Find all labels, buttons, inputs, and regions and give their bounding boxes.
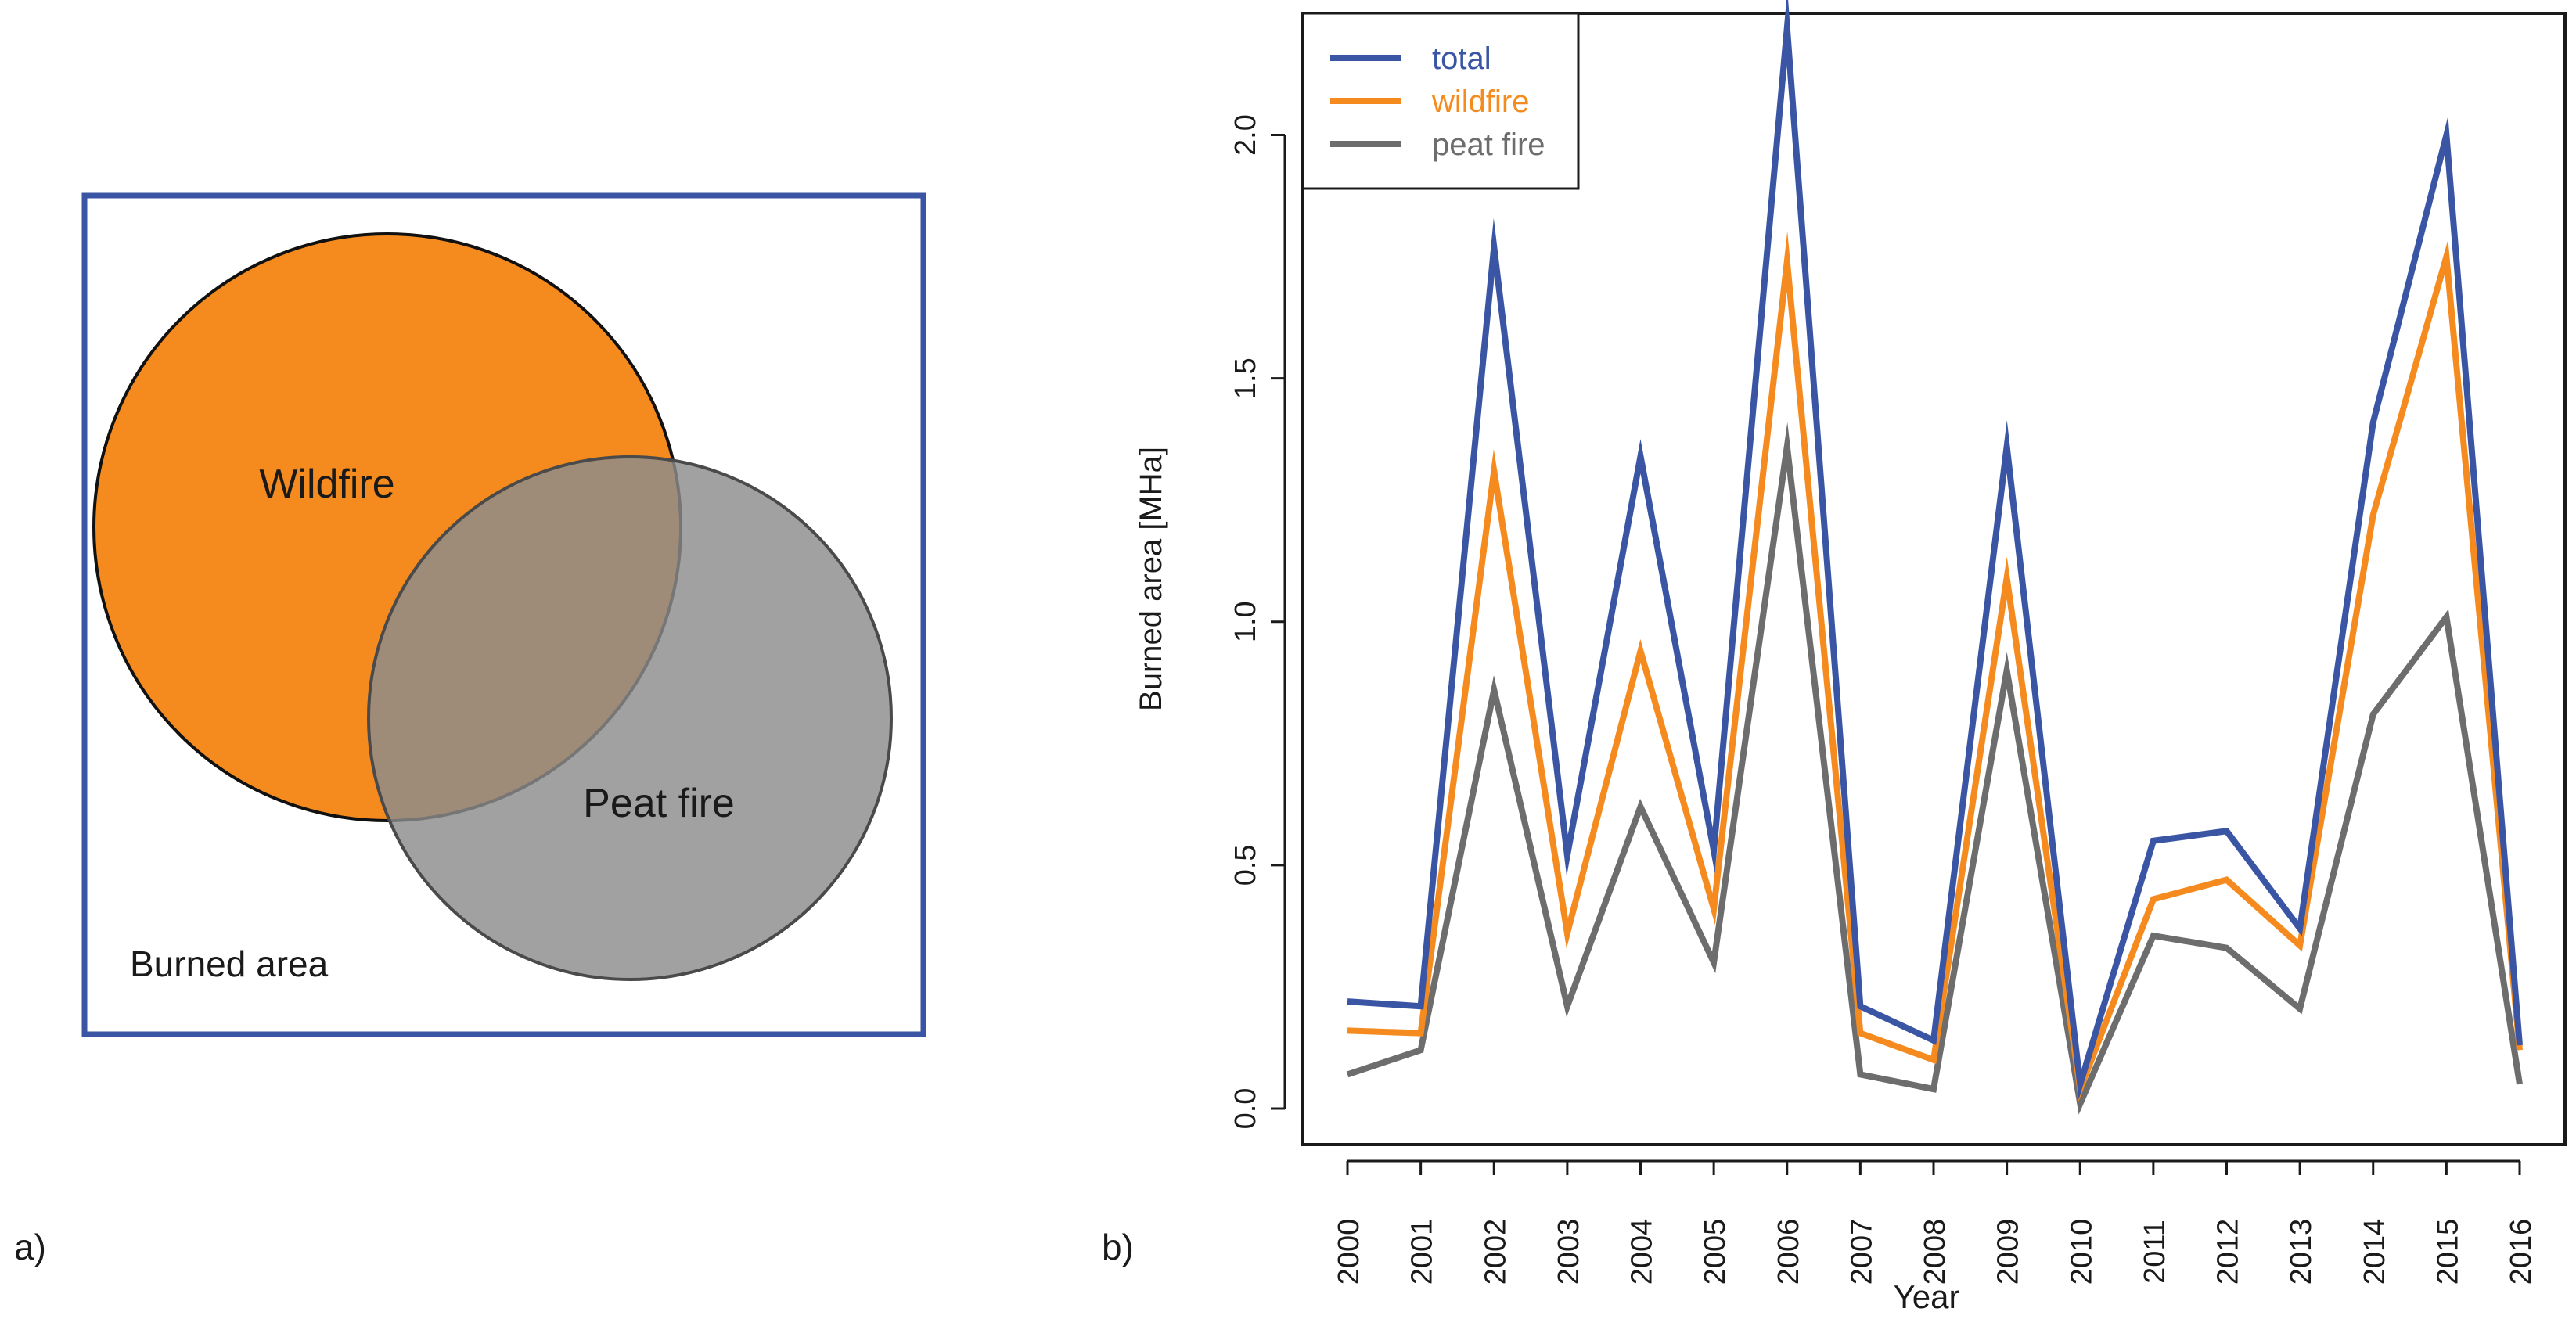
peat-fire-circle <box>367 455 893 981</box>
x-axis-label: Year <box>1894 1278 1960 1315</box>
x-tick-label: 2003 <box>1552 1219 1585 1285</box>
panel-b-label: b) <box>1102 1227 1134 1267</box>
x-axis: 2000 2001 2002 2003 2004 2005 2006 2007 2008 2009… <box>1333 1159 2538 1285</box>
y-tick-label: 1.5 <box>1229 358 1262 399</box>
legend-label: wildfire <box>1431 84 1529 119</box>
y-tick-label: 0.0 <box>1229 1088 1262 1130</box>
x-tick-label: 2001 <box>1406 1219 1439 1285</box>
series-line-total <box>1347 0 2523 1100</box>
x-tick-label: 2010 <box>2065 1219 2098 1285</box>
legend: total wildfire peat fire <box>1301 12 1580 190</box>
y-tick-label: 1.0 <box>1229 601 1262 642</box>
x-tick-label: 2014 <box>2358 1219 2391 1285</box>
panel-b: b) 0.00.51.01.52.0 2000 2001 2002 2003 2004 2… <box>1102 0 2567 1315</box>
x-tick-label: 2012 <box>2212 1219 2245 1285</box>
x-tick-label: 2004 <box>1626 1219 1659 1285</box>
burned-area-box <box>81 192 926 1037</box>
panel-a: Wildfire Peat fire Burned area a) <box>14 192 926 1267</box>
legend-label: total <box>1432 41 1491 76</box>
series-layer <box>1346 0 2523 1115</box>
x-tick-label: 2013 <box>2285 1219 2318 1285</box>
x-tick-label: 2007 <box>1845 1219 1878 1285</box>
x-tick-label: 2000 <box>1333 1219 1365 1285</box>
series-line-wildfire <box>1347 231 2523 1102</box>
x-tick-label: 2006 <box>1772 1219 1805 1285</box>
x-tick-label: 2016 <box>2505 1219 2538 1285</box>
x-tick-label: 2015 <box>2431 1219 2464 1285</box>
legend-label: peat fire <box>1432 128 1545 162</box>
plot-frame <box>1301 12 2567 1146</box>
x-tick-label: 2009 <box>1992 1219 2025 1285</box>
peat-fire-label: Peat fire <box>583 781 735 826</box>
burned-area-label: Burned area <box>130 943 329 984</box>
x-tick-label: 2011 <box>2139 1220 2171 1284</box>
x-tick-label: 2008 <box>1919 1219 1952 1285</box>
series-line-peat-fire <box>1346 422 2523 1115</box>
panel-a-label: a) <box>14 1227 46 1267</box>
y-tick-label: 2.0 <box>1229 114 1262 156</box>
y-axis: 0.0 0.5 1.0 1.5 2.0 <box>1229 114 1286 1130</box>
x-tick-label: 2005 <box>1699 1219 1732 1285</box>
y-axis-label: Burned area [MHa] <box>1134 447 1168 711</box>
x-tick-label: 2002 <box>1479 1219 1512 1285</box>
wildfire-label: Wildfire <box>259 462 394 507</box>
y-tick-label: 0.5 <box>1229 844 1262 886</box>
